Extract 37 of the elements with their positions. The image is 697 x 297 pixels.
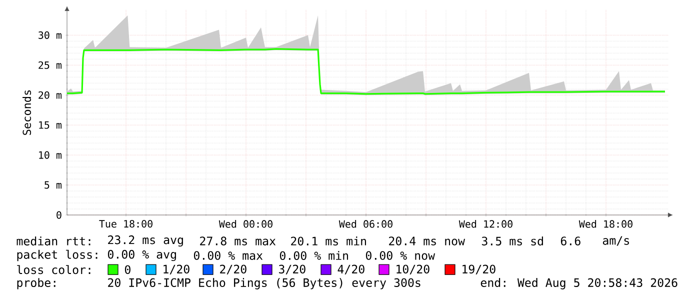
text: end: Wed Aug 5 20:58:43 2026 [480, 278, 678, 290]
text: 0.00 % now [366, 251, 436, 260]
text: 20 IPv6-ICMP Echo Pings (56 Bytes) every 300s [108, 278, 420, 290]
legend-label: 4/20 [338, 264, 364, 274]
y-axis-title: Seconds [22, 90, 32, 135]
x-tick-label: Wed 00:00 [218, 220, 272, 228]
legend-label: 2/20 [220, 264, 246, 274]
x-tick-label: Wed 12:00 [458, 220, 512, 228]
legend-title: loss color: [17, 265, 90, 274]
text: median rtt: [16, 236, 90, 246]
legend-label: 1/20 [164, 264, 190, 274]
legend-label: 0 [124, 265, 130, 274]
text: probe: [17, 278, 56, 290]
text: 3.5 ms sd [482, 236, 543, 246]
y-tick-label: 25 m [38, 61, 62, 69]
x-tick-label: Wed 06:00 [338, 220, 392, 228]
text: am/s [602, 236, 629, 246]
y-tick-label: 10 m [39, 151, 62, 159]
y-tick-label: 20 m [38, 91, 62, 99]
text: 27.8 ms max [200, 236, 276, 246]
y-tick-label: 30 m [38, 31, 62, 39]
text: 23.2 ms avg [108, 235, 183, 247]
text: 20.1 ms min [291, 236, 366, 246]
legend-label: 19/20 [462, 264, 496, 274]
text: 20.4 ms now [389, 236, 466, 246]
text: 0.00 % max [194, 251, 263, 260]
y-tick-label: 0 [56, 211, 62, 219]
legend-label: 3/20 [278, 264, 306, 274]
text: 0.00 % min [280, 250, 348, 260]
text: 6.6 [560, 236, 580, 246]
x-tick-label: Tue 18:00 [99, 220, 152, 228]
x-tick-label: Wed 18:00 [578, 220, 632, 228]
legend-label: 10/20 [396, 264, 430, 274]
y-tick-label: 5 m [44, 181, 62, 189]
y-tick-label: 15 m [39, 121, 62, 129]
text: packet loss: [17, 250, 98, 262]
text: 0.00 % avg [108, 250, 176, 262]
